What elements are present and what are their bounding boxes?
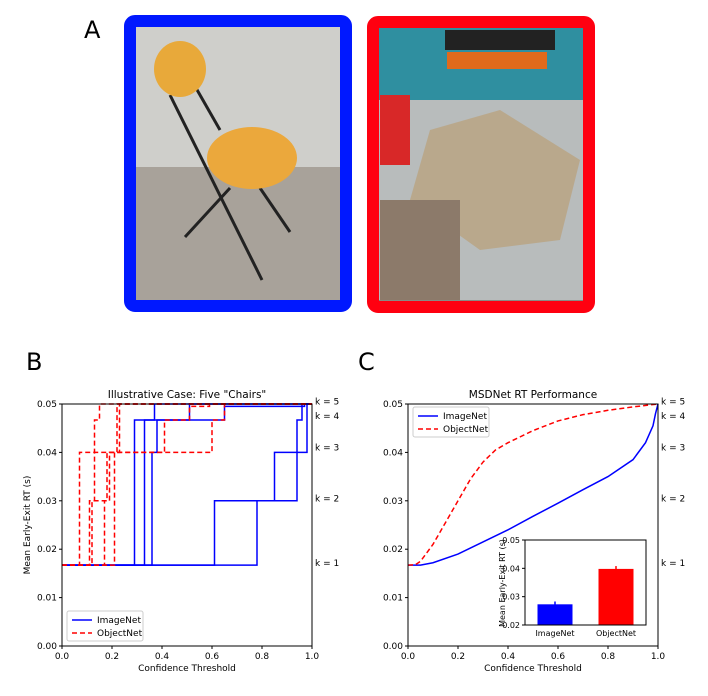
legend-label-objectnet: ObjectNet	[443, 425, 489, 435]
panel-label-b: B	[26, 348, 43, 376]
y-tick-label: 0.05	[37, 400, 57, 410]
series-objectnet-line-2	[62, 403, 312, 566]
series-imagenet-line-5	[62, 403, 312, 566]
legend-label-imagenet: ImageNet	[443, 412, 487, 422]
x-tick-label: 0.6	[551, 652, 566, 662]
series-objectnet-line-3	[62, 403, 312, 566]
inset-y-tick-label: 0.03	[502, 593, 520, 602]
series-imagenet-line-4	[62, 403, 312, 566]
axes-frame	[407, 403, 659, 647]
y-tick-label: 0.00	[37, 642, 57, 652]
series-imagenet-line	[408, 403, 659, 566]
series-objectnet-line-4	[62, 403, 312, 566]
series-objectnet-line	[407, 403, 659, 566]
y-tick-label: 0.04	[383, 448, 403, 458]
imagenet-chair-photo	[124, 15, 352, 312]
bar-imagenet	[537, 604, 573, 625]
x-tick-label: 0.2	[451, 652, 465, 662]
legend-box	[66, 610, 144, 642]
inset-y-tick-label: 0.02	[502, 621, 520, 630]
x-tick-label: 0.8	[601, 652, 616, 662]
k-label: k = 1	[315, 559, 339, 569]
inset-axes-frame	[524, 539, 647, 626]
series-objectnet-line-5	[62, 403, 312, 566]
k-label: k = 3	[661, 444, 685, 454]
bar-objectnet	[598, 568, 634, 625]
y-tick-label: 0.00	[383, 642, 403, 652]
k-label: k = 2	[315, 494, 339, 504]
y-tick-label: 0.01	[383, 594, 403, 604]
x-tick-label: 1.0	[305, 652, 320, 662]
y-tick-label: 0.01	[37, 594, 57, 604]
k-label: k = 2	[661, 494, 685, 504]
k-label: k = 4	[315, 412, 339, 422]
y-tick-label: 0.04	[37, 448, 57, 458]
panel-label-a: A	[84, 16, 101, 44]
k-label: k = 1	[661, 559, 685, 569]
x-axis-label: Confidence Threshold	[484, 664, 582, 674]
y-tick-label: 0.03	[383, 497, 403, 507]
legend-label-imagenet: ImageNet	[97, 616, 141, 626]
x-tick-label: 1.0	[651, 652, 666, 662]
series-imagenet-line-3	[62, 403, 312, 566]
chart-title: Illustrative Case: Five "Chairs"	[108, 389, 267, 401]
y-tick-label: 0.02	[383, 545, 403, 555]
inset-y-tick-label: 0.05	[502, 536, 520, 545]
x-tick-label: 0.0	[401, 652, 416, 662]
axes-frame	[61, 403, 313, 647]
y-tick-label: 0.03	[37, 497, 57, 507]
x-tick-label: 0.6	[205, 652, 220, 662]
legend-label-objectnet: ObjectNet	[97, 629, 143, 639]
inset-x-tick-label: ObjectNet	[596, 629, 636, 638]
k-label: k = 5	[661, 398, 685, 408]
legend-box	[412, 406, 490, 438]
x-tick-label: 0.8	[255, 652, 270, 662]
inset-y-axis-label: Mean Early-Exit RT (s)	[498, 539, 507, 627]
inset-y-tick-label: 0.04	[502, 564, 520, 573]
x-axis-label: Confidence Threshold	[138, 664, 236, 674]
y-tick-label: 0.05	[383, 400, 403, 410]
photo-panel	[124, 15, 595, 313]
y-tick-label: 0.02	[37, 545, 57, 555]
objectnet-chair-photo	[367, 16, 595, 313]
x-tick-label: 0.4	[155, 652, 170, 662]
x-tick-label: 0.4	[501, 652, 516, 662]
panel-label-c: C	[358, 348, 375, 376]
series-objectnet-line-1	[62, 403, 312, 566]
y-axis-label: Mean Early-Exit RT (s)	[23, 476, 33, 575]
inset-x-tick-label: ImageNet	[535, 629, 574, 638]
chart-title: MSDNet RT Performance	[469, 389, 597, 401]
x-tick-label: 0.2	[105, 652, 119, 662]
k-label: k = 4	[661, 412, 685, 422]
k-label: k = 5	[315, 398, 339, 408]
x-tick-label: 0.0	[55, 652, 70, 662]
k-label: k = 3	[315, 444, 339, 454]
